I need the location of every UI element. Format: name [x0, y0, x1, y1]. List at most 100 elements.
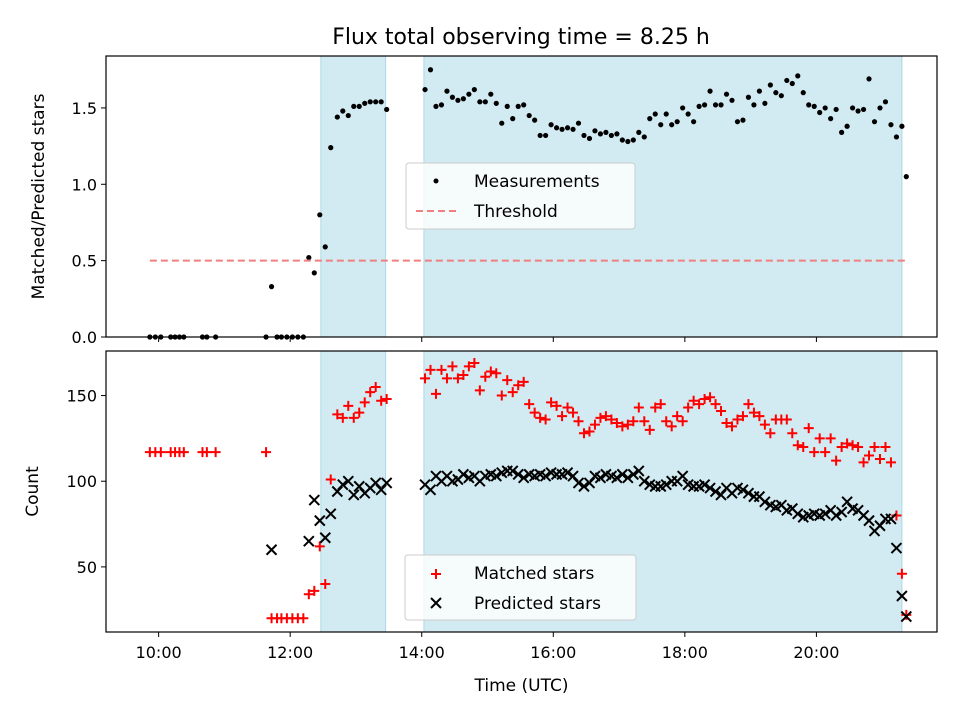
matched-point — [540, 414, 551, 425]
measurement-point — [767, 82, 773, 88]
predicted-point — [676, 470, 689, 482]
matched-point — [864, 450, 875, 461]
measurement-point — [778, 93, 784, 99]
measurement-point — [729, 97, 735, 103]
matched-point — [622, 419, 633, 430]
matched-point — [436, 364, 447, 375]
measurement-point — [663, 111, 669, 117]
matched-point — [507, 387, 518, 398]
matched-point — [655, 399, 666, 410]
matched-point — [589, 419, 600, 430]
measurement-point — [334, 114, 340, 120]
predicted-point — [819, 508, 831, 520]
x-tick-label: 18:00 — [662, 643, 708, 662]
matched-point — [562, 402, 573, 413]
matched-point — [513, 380, 524, 391]
y-tick-label: 50 — [77, 558, 97, 577]
measurement-point — [559, 126, 565, 132]
matched-point — [337, 412, 348, 423]
predicted-point — [611, 472, 623, 484]
predicted-point — [863, 514, 875, 527]
matched-point — [584, 426, 595, 437]
measurement-point — [427, 67, 434, 73]
measurement-point — [866, 76, 872, 82]
measurement-point — [877, 105, 883, 111]
measurement-point — [444, 88, 450, 94]
matched-point — [699, 393, 710, 404]
matched-point — [365, 387, 376, 398]
measurement-point — [345, 112, 351, 119]
predicted-point — [539, 470, 552, 482]
measurement-point — [625, 138, 631, 145]
matched-point — [155, 447, 166, 458]
measurement-point — [712, 102, 719, 108]
measurement-point — [756, 88, 762, 94]
matched-point — [869, 441, 880, 452]
matched-point — [721, 417, 732, 428]
legend-matched-plus — [431, 569, 441, 579]
matched-point — [502, 375, 513, 386]
measurement-point — [564, 125, 571, 131]
predicted-point — [792, 508, 804, 520]
matched-point — [716, 405, 727, 416]
matched-point — [874, 453, 885, 464]
bottom-series-layer — [144, 357, 913, 624]
measurement-point — [322, 244, 328, 250]
measurement-point — [570, 126, 576, 132]
measurement-point — [817, 109, 823, 116]
y-tick-label: 0.0 — [72, 328, 97, 347]
matched-point — [491, 368, 502, 379]
predicted-point — [594, 472, 607, 484]
series-measurements — [147, 67, 909, 340]
predicted-point — [698, 478, 711, 491]
matched-point — [677, 416, 688, 427]
matched-point — [661, 416, 672, 427]
measurement-point — [510, 116, 516, 122]
matched-point — [359, 397, 370, 408]
measurement-point — [581, 132, 587, 139]
matched-point — [743, 399, 754, 410]
matched-point — [201, 447, 212, 458]
predicted-point — [325, 508, 337, 520]
predicted-point — [572, 477, 585, 489]
bottom-y-ticks: 50 100 150 — [66, 387, 106, 577]
measurement-point — [351, 103, 357, 109]
matched-point — [320, 579, 331, 590]
matched-point — [441, 373, 452, 384]
predicted-point — [627, 468, 640, 481]
x-tick-label: 10:00 — [136, 643, 182, 662]
predicted-point — [900, 610, 913, 623]
measurement-point — [603, 129, 609, 135]
predicted-point — [308, 494, 321, 506]
predicted-point — [314, 514, 326, 527]
y-tick-label: 0.5 — [72, 252, 97, 271]
predicted-point — [348, 489, 360, 501]
measurement-point — [422, 86, 428, 93]
matched-point — [847, 440, 858, 451]
x-axis-label: Time (UTC) — [474, 676, 569, 696]
measurement-point — [553, 125, 560, 131]
measurement-point — [784, 77, 790, 84]
matched-point — [650, 402, 661, 413]
legend-measurements-marker — [433, 178, 439, 184]
matched-point — [628, 416, 639, 427]
measurement-point — [839, 129, 845, 135]
series-matched-stars — [144, 357, 912, 624]
matched-point — [309, 585, 320, 596]
measurement-point — [745, 94, 752, 100]
measurement-point — [306, 254, 312, 261]
predicted-point — [737, 484, 749, 496]
legend-predicted-label: Predicted stars — [474, 594, 601, 614]
matched-point — [381, 393, 392, 404]
legend-threshold-label: Threshold — [473, 202, 558, 222]
measurement-point — [575, 120, 582, 126]
matched-point — [672, 411, 683, 422]
matched-point — [853, 441, 864, 452]
measurement-point — [641, 134, 647, 140]
matched-point — [535, 412, 546, 423]
predicted-point — [303, 535, 315, 547]
measurement-point — [795, 73, 801, 79]
matched-point — [710, 399, 721, 410]
